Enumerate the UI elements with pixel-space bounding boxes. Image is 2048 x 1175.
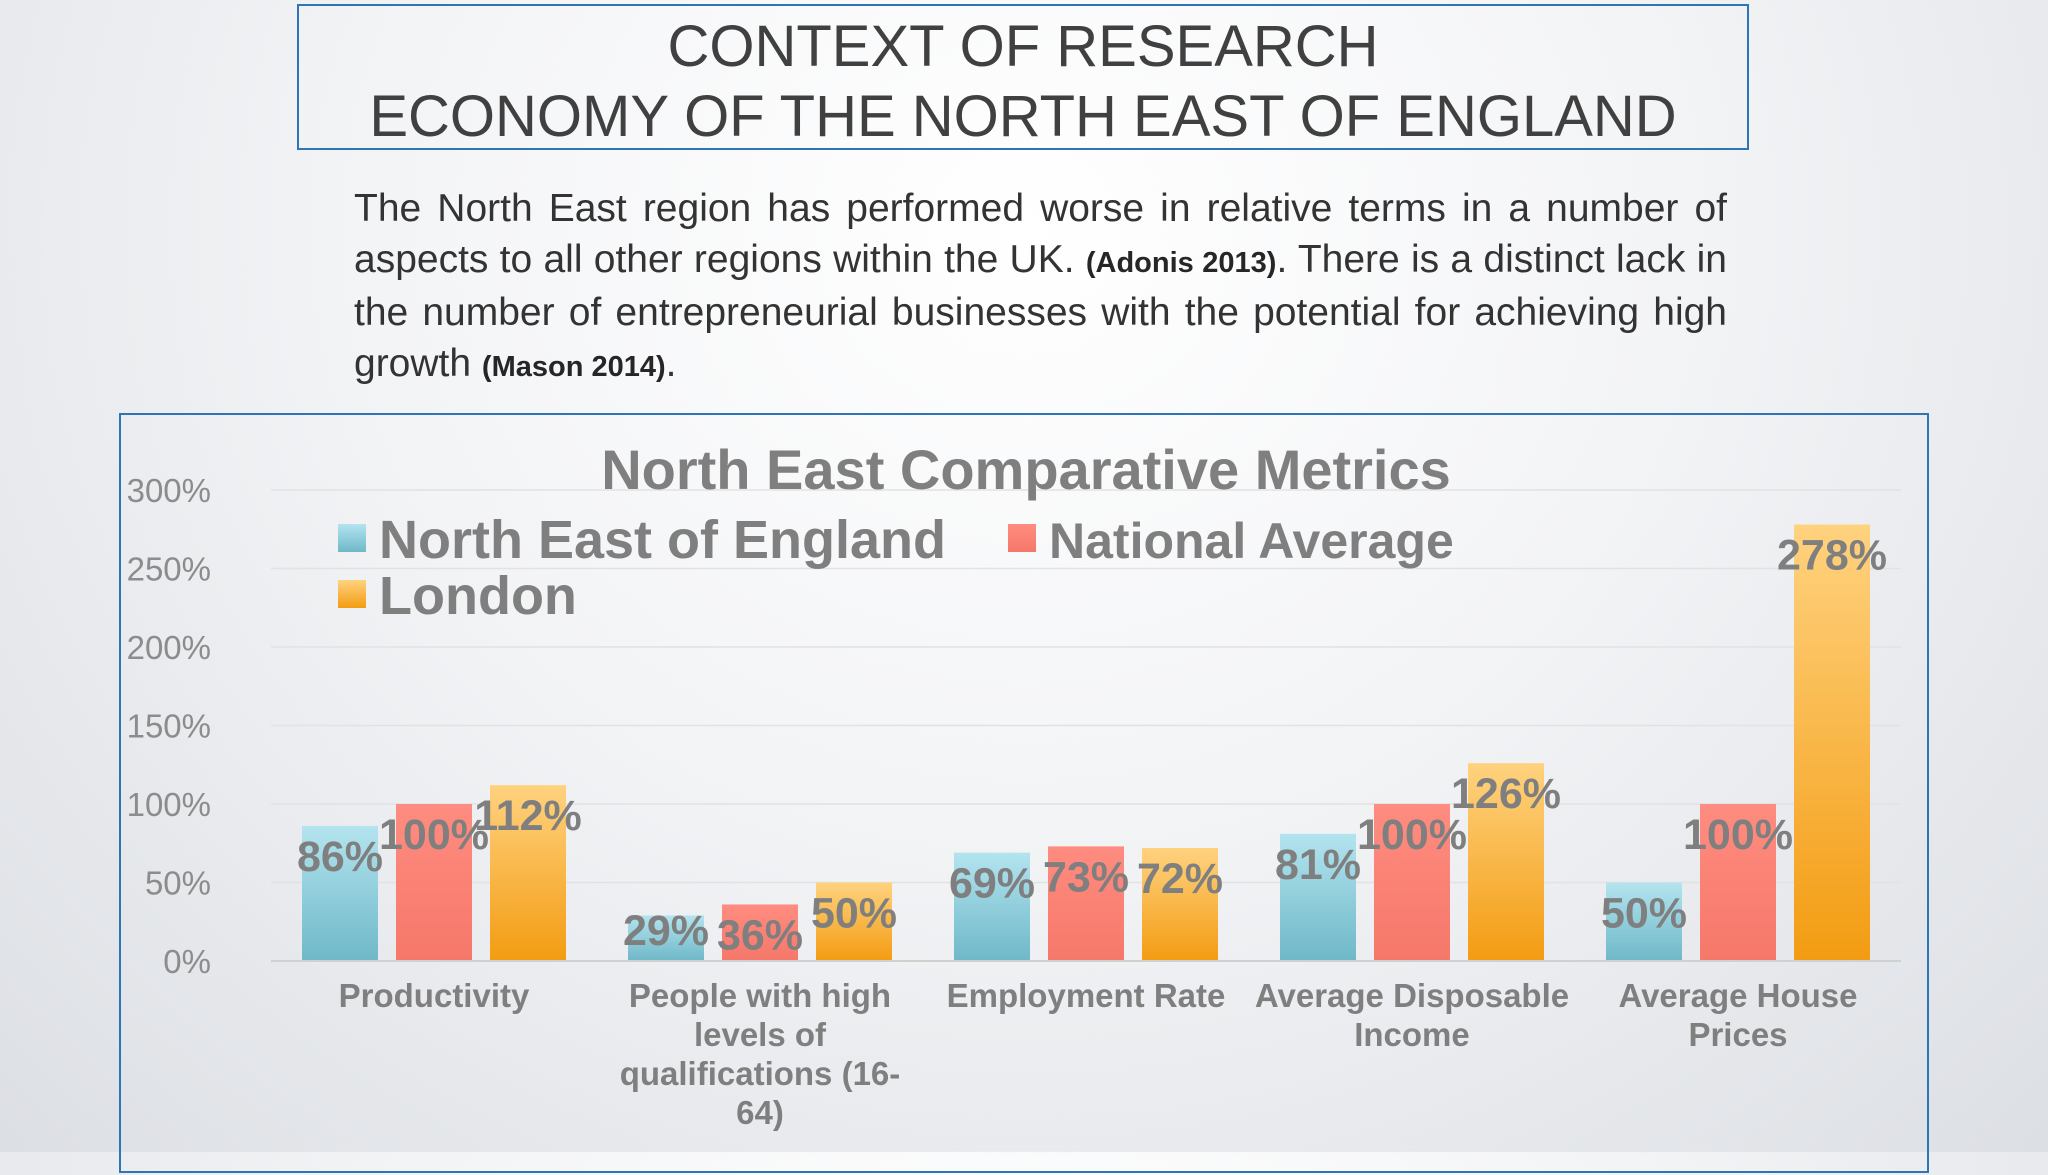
data-label: 100%: [1683, 811, 1793, 859]
x-category-label: Average House: [1618, 977, 1857, 1014]
bar-national-average: [1048, 846, 1124, 961]
intro-paragraph: The North East region has performed wors…: [354, 184, 1727, 392]
data-labels: 86%100%112%29% 36% 50%69% 73% 72% 81%100%126%…: [297, 532, 1887, 960]
bar-national-average: [722, 904, 798, 961]
data-label: 73%: [1043, 853, 1129, 901]
legend-swatch: [338, 580, 366, 608]
data-label: 86%: [297, 833, 383, 881]
y-tick-label: 0%: [163, 943, 211, 980]
y-tick-label: 100%: [127, 786, 211, 823]
legend-label: National Average: [1049, 513, 1454, 569]
bar-london: [1468, 763, 1544, 961]
y-tick-label: 300%: [127, 472, 211, 509]
slide-title-line-1: CONTEXT OF RESEARCH: [667, 14, 1379, 79]
bar-london: [816, 882, 892, 961]
legend-label: London: [379, 566, 577, 626]
axes: 0% 50% 100% 150% 200% 250% 300% Productivity Peo…: [127, 472, 1901, 1131]
chart-frame: 86% 100% 112% 29% 36% 50% 69% 73% 72% 81% 100% 126%…: [119, 413, 1929, 1173]
chart-title: North East Comparative Metrics: [601, 438, 1451, 501]
legend-swatch: [1008, 524, 1036, 552]
bar-north-east-of-england: [1606, 882, 1682, 961]
x-category-label: Income: [1354, 1016, 1470, 1053]
bars: [302, 524, 1870, 961]
x-category-label: Prices: [1688, 1016, 1787, 1053]
data-label: 69%: [949, 860, 1035, 908]
data-label: 29%: [623, 907, 709, 955]
x-category-label: qualifications (16-: [620, 1055, 901, 1092]
y-tick-label: 200%: [127, 629, 211, 666]
intro-text-1: The North East region has performed wors…: [354, 187, 1727, 281]
bar-london: [1794, 524, 1870, 961]
data-label: 50%: [811, 890, 897, 938]
bar-london: [1142, 847, 1218, 961]
legend: North East of England National Average Lon…: [338, 510, 1454, 626]
y-tick-label: 50%: [145, 865, 211, 902]
data-label: 100%: [379, 811, 489, 859]
bar-north-east-of-england: [628, 915, 704, 961]
data-label: 278%: [1777, 532, 1887, 580]
data-label: 112%: [474, 792, 582, 840]
citation-adonis: (Adonis 2013): [1085, 246, 1277, 279]
bar-chart: 86%100%112%29% 36% 50%69% 73% 72% 81%100%126%…: [127, 438, 1901, 1131]
slide-title-line-2: ECONOMY OF THE NORTH EAST OF ENGLAND: [369, 84, 1677, 149]
data-label: 100%: [1357, 811, 1467, 859]
x-category-label: Employment Rate: [947, 977, 1226, 1014]
data-label: 72%: [1137, 855, 1223, 903]
data-label: 126%: [1451, 770, 1561, 818]
bar-north-east-of-england: [1280, 833, 1356, 961]
data-label: 81%: [1275, 841, 1361, 889]
intro-text-3: .: [665, 341, 677, 385]
intro-text-2: . There is a distinct lack in the number…: [354, 237, 1727, 385]
y-tick-label: 150%: [127, 708, 211, 745]
bar-london: [490, 785, 566, 961]
x-category-label: Average Disposable: [1255, 977, 1569, 1014]
data-label: 50%: [1601, 890, 1687, 938]
slide-title-box: CONTEXT OF RESEARCH ECONOMY OF THE NORTH…: [297, 4, 1749, 150]
data-label: 36%: [717, 911, 803, 959]
legend-swatch: [338, 524, 366, 552]
y-tick-label: 250%: [127, 551, 211, 588]
x-category-label: levels of: [694, 1016, 827, 1053]
bar-national-average: [1700, 804, 1776, 961]
bar-north-east-of-england: [302, 825, 378, 961]
x-category-label: 64): [736, 1094, 784, 1131]
citation-mason: (Mason 2014): [481, 350, 666, 383]
legend-label: North East of England: [379, 510, 946, 570]
x-category-label: Productivity: [339, 977, 530, 1014]
bar-north-east-of-england: [954, 852, 1030, 961]
x-category-label: People with high: [629, 977, 891, 1014]
bar-national-average: [396, 804, 472, 961]
bar-national-average: [1374, 804, 1450, 961]
